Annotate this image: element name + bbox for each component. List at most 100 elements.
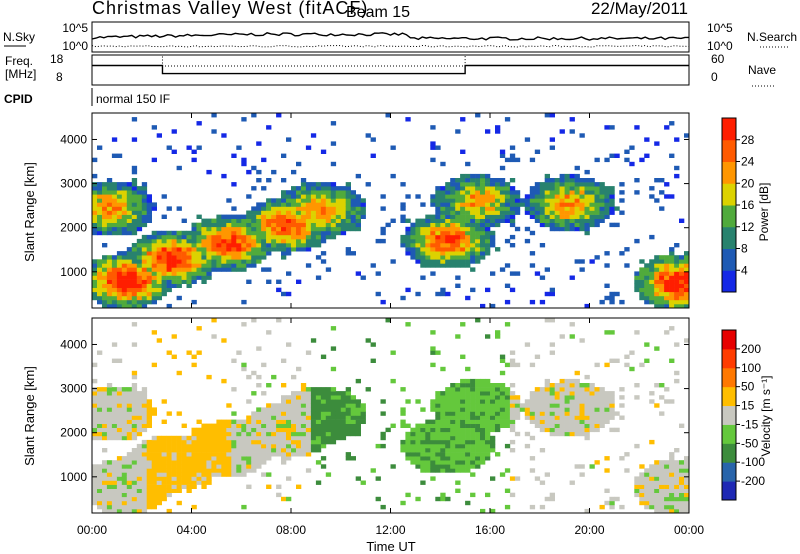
power-cell [445,291,451,297]
colorbar-segment [722,183,736,206]
colorbar-segment [722,462,736,482]
power-cell [579,206,585,211]
power-cell [286,194,292,199]
velocity-cell [256,427,262,433]
velocity-cell [599,395,605,400]
power-cell [445,251,451,256]
power-cell [355,210,361,215]
power-cell [141,218,148,223]
power-cell [241,234,247,240]
power-cell [564,190,570,195]
power-cell [121,186,128,191]
velocity-cell [460,448,466,453]
power-cell [191,263,197,268]
power-cell [146,263,152,268]
velocity-cell [330,427,337,433]
power-cell [281,226,287,232]
power-cell [430,145,436,150]
power-cell [584,210,590,215]
velocity-cell [569,431,575,437]
power-cell [495,129,501,134]
power-cell [191,255,197,260]
velocity-cell [455,423,461,428]
power-cell [445,255,451,260]
velocity-cell [649,488,655,493]
velocity-cell [634,480,640,485]
velocity-cell [649,476,655,481]
power-cell [300,234,307,240]
power-cell [256,259,262,264]
power-cell [659,267,665,272]
power-cell [102,267,108,272]
power-cell [460,234,466,240]
velocity-cell [440,496,446,502]
velocity-cell [639,500,645,506]
velocity-cell [156,488,162,493]
velocity-cell [684,484,690,489]
power-cell [559,210,565,215]
velocity-cell [141,403,148,408]
velocity-cell [440,452,446,457]
velocity-cell [509,476,516,481]
velocity-cell [221,435,227,441]
velocity-cell [549,419,555,424]
velocity-cell [589,391,595,396]
power-cell [276,206,282,211]
velocity-cell [296,415,302,420]
power-cell [455,238,461,244]
power-cell [639,291,645,297]
power-cell [126,271,133,276]
velocity-cell [589,395,595,400]
velocity-cell [102,464,108,469]
velocity-cell [435,448,441,453]
power-cell [241,247,247,252]
power-cell [440,198,446,203]
power-cell [141,247,148,252]
velocity-cell [440,399,446,404]
velocity-cell [539,480,546,485]
power-cell [410,247,416,252]
velocity-cell [554,387,560,392]
power-cell [231,153,237,158]
velocity-cell [97,431,103,437]
power-cell [659,178,665,183]
velocity-cell [410,431,416,437]
velocity-cell [146,496,152,502]
power-cell [425,263,431,268]
velocity-cell [584,399,590,404]
power-cell [166,255,172,260]
power-cell [201,230,207,236]
power-cell [380,238,386,244]
power-cell [196,145,202,150]
velocity-cell [261,460,267,465]
velocity-cell [440,423,446,428]
power-cell [92,226,98,232]
power-cell [305,182,312,187]
velocity-cell [106,403,113,408]
power-cell [106,218,113,223]
power-cell [440,243,446,248]
velocity-cell [251,443,257,449]
velocity-cell [435,411,441,416]
power-cell [350,198,356,203]
velocity-cell [470,448,476,453]
power-cell [435,291,441,297]
velocity-cell [261,452,267,457]
power-cell [241,218,247,223]
velocity-cell [529,391,536,396]
power-cell [669,194,675,199]
power-cell [450,226,456,232]
power-cell [440,259,446,264]
power-cell [654,198,660,203]
power-cell [579,210,585,215]
velocity-cell [559,415,565,420]
power-cell [544,210,550,215]
velocity-cell [231,439,237,445]
power-cell [480,202,486,207]
power-cell [440,287,446,293]
velocity-cell [455,439,461,445]
power-cell [300,210,307,215]
power-cell [470,234,476,240]
power-cell [584,169,590,175]
velocity-cell [669,464,675,469]
